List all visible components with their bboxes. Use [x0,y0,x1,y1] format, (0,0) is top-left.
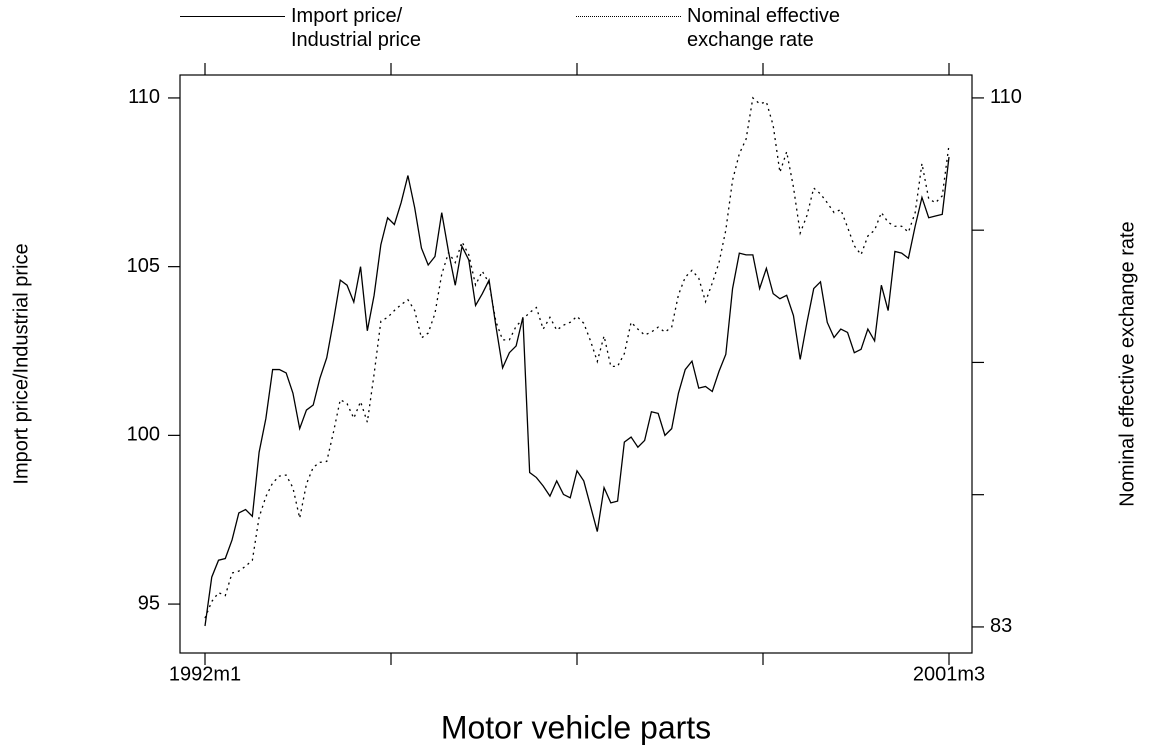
y2-axis-title: Nominal effective exchange rate [1116,221,1138,506]
legend-line [576,16,681,17]
x-tick-label: 2001m3 [913,663,985,685]
legend-label: Import price/ Industrial price [291,5,422,51]
series-line [204,96,950,619]
legend-line [180,16,285,17]
y2-tick-label: 83 [990,615,1012,637]
y-tick-label: 95 [138,592,160,614]
series-line [204,156,950,627]
plot-frame [179,74,973,654]
legend-item: Nominal effective exchange rate [576,4,902,52]
x-tick-label: 1992m1 [169,663,241,685]
y-axis-title: Import price/Industrial price [10,243,32,484]
chart-title: Motor vehicle parts [441,709,711,745]
y-tick-label: 105 [127,255,160,277]
legend-label: Nominal effective exchange rate [687,5,841,51]
y-tick-label: 100 [127,424,160,446]
y-tick-label: 110 [128,86,160,108]
legend-item: Import price/ Industrial price [180,4,471,52]
y2-tick-label: 110 [990,86,1022,108]
